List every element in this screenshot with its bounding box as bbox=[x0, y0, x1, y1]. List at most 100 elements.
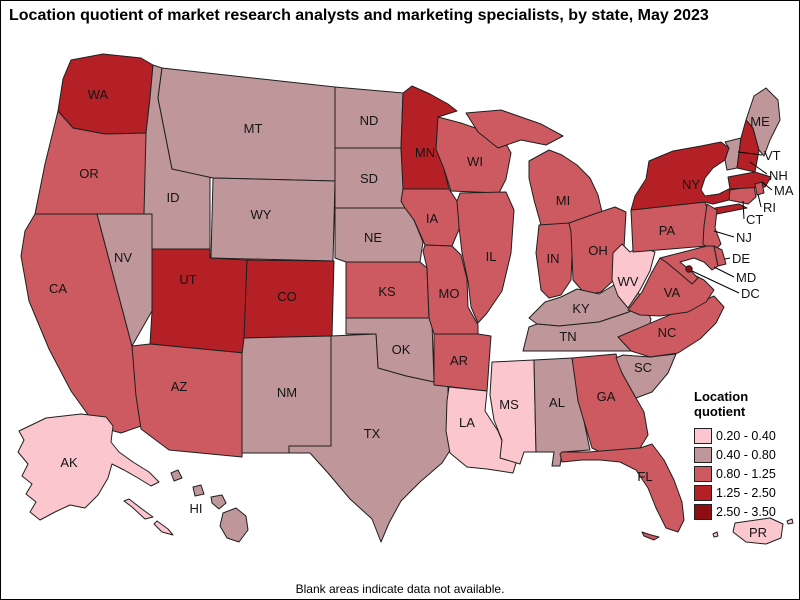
legend-rows: 0.20 - 0.40 0.40 - 0.80 0.80 - 1.25 1.25 - … bbox=[694, 426, 798, 521]
state-label-WI: WI bbox=[467, 154, 483, 169]
callout-line-DE bbox=[724, 257, 731, 260]
state-NC bbox=[617, 295, 725, 358]
legend-swatch-0 bbox=[694, 427, 712, 444]
state-label-IL: IL bbox=[486, 249, 497, 264]
state-PR bbox=[712, 517, 794, 545]
state-label-TN: TN bbox=[559, 329, 576, 344]
state-AZ bbox=[131, 343, 245, 458]
state-label-KS: KS bbox=[378, 284, 396, 299]
state-label-MT: MT bbox=[244, 121, 263, 136]
state-MA bbox=[727, 171, 772, 190]
legend-swatch-1 bbox=[694, 446, 712, 463]
state-AK bbox=[17, 413, 174, 536]
callout-line-DC bbox=[691, 270, 740, 294]
state-WV bbox=[611, 243, 656, 309]
state-label-OK: OK bbox=[392, 342, 411, 357]
legend-title: Location quotient bbox=[694, 389, 749, 419]
state-label-GA: GA bbox=[597, 389, 616, 404]
state-label-ND: ND bbox=[360, 113, 379, 128]
state-label-NY: NY bbox=[682, 177, 700, 192]
state-label-IA: IA bbox=[426, 211, 439, 226]
legend-row-3: 1.25 - 2.50 bbox=[694, 483, 798, 502]
state-label-FL: FL bbox=[637, 469, 652, 484]
callout-line-MD bbox=[713, 266, 735, 278]
state-label-UT: UT bbox=[179, 272, 196, 287]
state-label-RI: RI bbox=[763, 200, 776, 215]
state-label-HI: HI bbox=[190, 501, 203, 516]
state-label-OH: OH bbox=[588, 243, 608, 258]
state-label-NH: NH bbox=[769, 168, 788, 183]
state-label-VA: VA bbox=[664, 285, 681, 300]
state-WY bbox=[210, 177, 336, 262]
state-RI bbox=[754, 181, 765, 196]
state-label-NM: NM bbox=[277, 385, 297, 400]
state-label-WY: WY bbox=[251, 207, 272, 222]
callout-line-VT bbox=[737, 151, 763, 156]
state-VA bbox=[627, 257, 715, 317]
state-LA bbox=[445, 386, 517, 474]
legend-swatch-2 bbox=[694, 465, 712, 482]
legend-range-label-1: 0.40 - 0.80 bbox=[716, 447, 776, 462]
state-label-NV: NV bbox=[114, 250, 132, 265]
state-label-MN: MN bbox=[415, 145, 435, 160]
state-label-DC: DC bbox=[741, 286, 760, 301]
state-label-NJ: NJ bbox=[736, 230, 752, 245]
state-label-AR: AR bbox=[450, 353, 468, 368]
state-TX bbox=[288, 333, 457, 543]
state-label-ME: ME bbox=[750, 114, 770, 129]
callout-line-NH bbox=[749, 161, 768, 175]
state-label-AL: AL bbox=[549, 395, 565, 410]
state-label-IN: IN bbox=[547, 251, 560, 266]
state-label-CO: CO bbox=[277, 289, 297, 304]
state-DE bbox=[713, 245, 727, 267]
state-label-SC: SC bbox=[634, 360, 652, 375]
figure-title: Location quotient of market research ana… bbox=[9, 7, 709, 24]
footer-note: Blank areas indicate data not available. bbox=[295, 582, 505, 596]
state-UT bbox=[149, 248, 248, 354]
state-label-MA: MA bbox=[774, 183, 794, 198]
state-FL bbox=[559, 443, 685, 541]
state-label-CA: CA bbox=[49, 281, 67, 296]
state-label-NE: NE bbox=[364, 230, 382, 245]
legend-swatch-3 bbox=[694, 484, 712, 501]
state-label-VT: VT bbox=[764, 148, 781, 163]
callout-line-CT bbox=[742, 200, 745, 220]
legend-swatch-4 bbox=[694, 503, 712, 520]
callout-line-NJ bbox=[713, 230, 735, 238]
state-label-SD: SD bbox=[360, 171, 378, 186]
state-label-NC: NC bbox=[658, 325, 677, 340]
state-label-OR: OR bbox=[79, 166, 99, 181]
state-label-WA: WA bbox=[88, 87, 109, 102]
state-label-MS: MS bbox=[499, 397, 519, 412]
state-AR bbox=[433, 333, 492, 392]
state-label-KY: KY bbox=[572, 301, 590, 316]
state-label-PA: PA bbox=[659, 223, 676, 238]
legend-range-label-3: 1.25 - 2.50 bbox=[716, 485, 776, 500]
state-label-MO: MO bbox=[439, 286, 460, 301]
state-label-CT: CT bbox=[746, 212, 763, 227]
state-HI bbox=[170, 469, 249, 543]
state-label-DE: DE bbox=[732, 251, 750, 266]
legend-row-2: 0.80 - 1.25 bbox=[694, 464, 798, 483]
legend-row-4: 2.50 - 3.50 bbox=[694, 502, 798, 521]
state-label-ID: ID bbox=[167, 190, 180, 205]
state-label-PR: PR bbox=[749, 525, 767, 540]
state-label-WV: WV bbox=[618, 274, 639, 289]
state-IL bbox=[456, 191, 515, 324]
state-MI bbox=[465, 109, 603, 226]
state-label-TX: TX bbox=[364, 426, 381, 441]
state-label-LA: LA bbox=[459, 415, 475, 430]
state-label-AZ: AZ bbox=[171, 379, 188, 394]
state-label-AK: AK bbox=[60, 455, 78, 470]
legend-range-label-4: 2.50 - 3.50 bbox=[716, 504, 776, 519]
state-label-MD: MD bbox=[736, 270, 756, 285]
state-DC bbox=[685, 265, 693, 273]
state-MO bbox=[422, 244, 479, 335]
state-label-MI: MI bbox=[556, 193, 570, 208]
state-ME bbox=[745, 87, 781, 157]
callout-line-MA bbox=[761, 181, 773, 191]
legend-row-1: 0.40 - 0.80 bbox=[694, 445, 798, 464]
legend: Location quotient 0.20 - 0.40 0.40 - 0.80… bbox=[694, 389, 798, 521]
